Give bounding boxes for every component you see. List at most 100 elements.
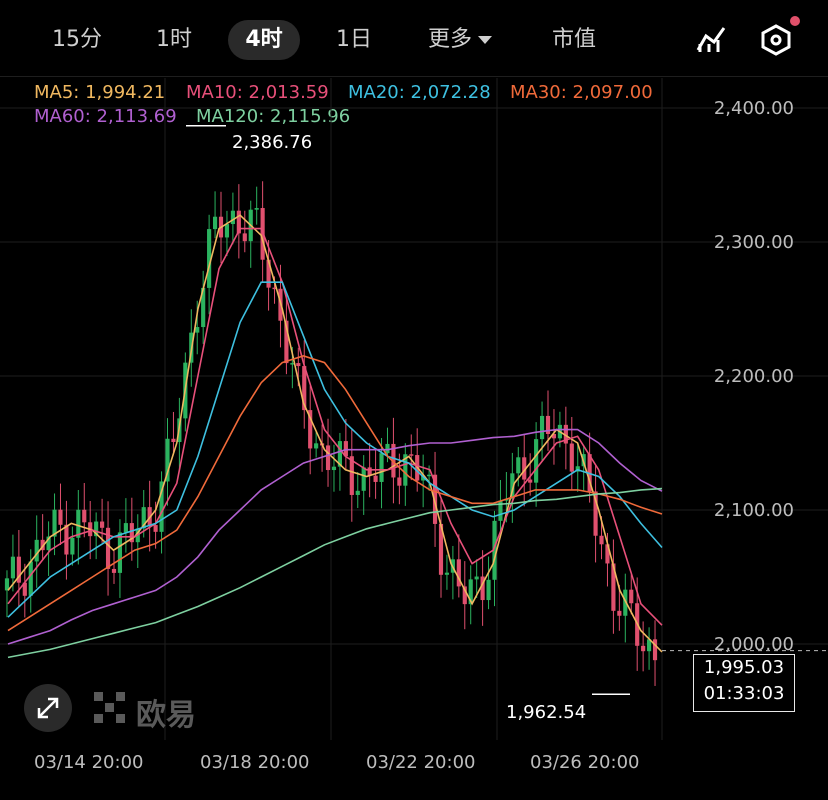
expand-button[interactable] xyxy=(24,684,72,732)
candle-body xyxy=(623,589,628,616)
candle-body xyxy=(379,453,384,482)
x-tick-label: 03/22 20:00 xyxy=(366,752,476,773)
low-price-label: 1,962.54 xyxy=(506,702,587,723)
candle-body xyxy=(94,521,99,537)
candle-body xyxy=(100,521,105,528)
watermark: 欧易 xyxy=(136,698,196,733)
legend-ma20: MA20: 2,072.28 xyxy=(348,82,491,103)
candle-body xyxy=(421,475,426,481)
candle-body xyxy=(207,229,212,288)
timeframe-bar: 15分 1时 4时 1日 更多 市值 xyxy=(0,0,828,78)
x-tick-label: 03/26 20:00 xyxy=(530,752,640,773)
candle-body xyxy=(159,481,164,532)
candle-body xyxy=(444,572,450,575)
candle-body xyxy=(4,578,10,591)
tab-4h[interactable]: 4时 xyxy=(228,20,300,60)
candle-body xyxy=(361,467,366,491)
candle-body xyxy=(16,556,21,583)
notification-dot xyxy=(790,16,800,26)
candle-body xyxy=(391,443,396,478)
candle-body xyxy=(337,441,342,467)
candle-countdown: 01:33:03 xyxy=(703,683,785,704)
candle-body xyxy=(10,556,15,579)
candle-body xyxy=(82,509,87,523)
candle-body xyxy=(641,645,646,652)
candle-body xyxy=(105,527,111,569)
candle-body xyxy=(212,216,218,230)
candle-body xyxy=(474,576,479,580)
candle-body xyxy=(58,509,63,525)
candle-body xyxy=(617,610,622,616)
candle-body xyxy=(528,479,533,483)
legend-ma5: MA5: 1,994.21 xyxy=(34,82,166,103)
x-tick-label: 03/18 20:00 xyxy=(200,752,310,773)
candle-body xyxy=(652,639,658,661)
indicator-icon[interactable] xyxy=(696,24,728,54)
tab-1h[interactable]: 1时 xyxy=(156,27,192,52)
candle-body xyxy=(266,259,271,288)
candle-body xyxy=(325,445,331,471)
candle-body xyxy=(539,415,545,440)
ma-line-ma5 xyxy=(7,214,663,653)
ma-line-ma10 xyxy=(7,227,663,626)
last-price: 1,995.03 xyxy=(703,657,785,678)
candle-body xyxy=(141,507,146,529)
candle-body xyxy=(593,491,598,536)
okx-logo-icon xyxy=(94,692,125,723)
candle-body xyxy=(373,475,378,482)
candle-body xyxy=(331,466,337,471)
candle-body xyxy=(432,474,438,524)
candle-body xyxy=(409,454,414,456)
candle-body xyxy=(272,287,277,290)
candle-body xyxy=(308,410,313,449)
candle-body xyxy=(468,579,473,605)
candle-body xyxy=(486,579,491,601)
legend-ma60: MA60: 2,113.69 xyxy=(34,106,177,127)
candle-body xyxy=(427,474,432,477)
tab-more-label: 更多 xyxy=(428,27,473,52)
candle-body xyxy=(587,454,592,492)
candle-body xyxy=(201,287,206,328)
candle-body xyxy=(242,233,247,242)
candle-body xyxy=(629,589,634,604)
candle-body xyxy=(290,363,295,365)
ma-line-ma30 xyxy=(7,355,663,632)
candle-body xyxy=(599,535,604,545)
candle-body xyxy=(605,544,610,564)
candle-body xyxy=(397,477,402,486)
candle-body xyxy=(70,537,75,555)
legend-ma120: MA120: 2,115.96 xyxy=(196,106,351,127)
candle-body xyxy=(224,224,230,238)
candle-body xyxy=(165,438,170,482)
candle-body xyxy=(516,457,521,474)
candle-body xyxy=(498,500,503,521)
candle-body xyxy=(230,210,235,225)
candle-body xyxy=(28,561,33,596)
tab-more[interactable]: 更多 xyxy=(428,20,493,60)
candle-body xyxy=(349,456,354,495)
candle-body xyxy=(171,438,176,443)
tab-15m[interactable]: 15分 xyxy=(52,27,102,52)
candle-body xyxy=(76,509,81,538)
candle-body xyxy=(462,586,467,605)
candle-body xyxy=(510,473,515,499)
x-tick-label: 03/14 20:00 xyxy=(34,752,144,773)
y-tick-label: 2,100.00 xyxy=(713,500,794,521)
candle-body xyxy=(534,439,539,483)
y-tick-label: 2,200.00 xyxy=(713,366,794,387)
candle-body xyxy=(563,424,568,444)
candle-body xyxy=(22,582,27,596)
candle-body xyxy=(575,466,580,472)
settings-hexagon-icon[interactable] xyxy=(760,24,792,56)
candle-body xyxy=(302,366,307,411)
candle-body xyxy=(456,559,461,587)
candle-body xyxy=(611,563,616,611)
tab-market-cap[interactable]: 市值 xyxy=(552,27,597,52)
tab-1d[interactable]: 1日 xyxy=(336,27,372,52)
candle-body xyxy=(111,568,117,573)
ma-line-ma120 xyxy=(7,487,663,659)
candle-body xyxy=(647,639,652,652)
divider xyxy=(0,76,828,77)
candle-body xyxy=(367,467,372,476)
